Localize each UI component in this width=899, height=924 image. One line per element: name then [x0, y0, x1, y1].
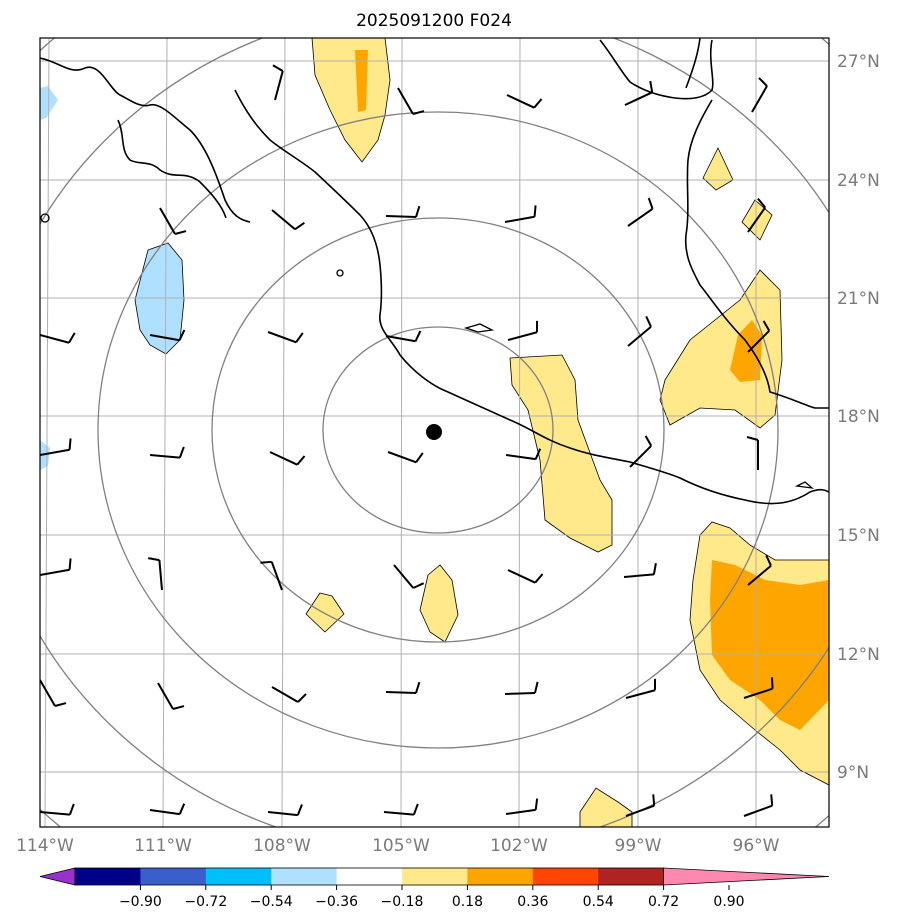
colorbar-segment — [402, 868, 468, 885]
colorbar-tick-label: 0.72 — [648, 894, 679, 910]
longitude-labels: 114°W 111°W 108°W 105°W 102°W 99°W 96°W — [16, 836, 780, 856]
colorbar-tick-label: 0.90 — [713, 894, 744, 910]
map-title: 2025091200 F024 — [356, 11, 512, 31]
center-marker — [426, 424, 442, 440]
lat-label: 12°N — [837, 645, 880, 665]
colorbar-tick-label: −0.54 — [250, 894, 293, 910]
lon-label: 108°W — [253, 836, 311, 856]
lat-label: 15°N — [837, 526, 880, 546]
gridlines — [40, 38, 829, 827]
colorbar-tick-label: 0.36 — [517, 894, 548, 910]
lon-label: 102°W — [490, 836, 548, 856]
colorbar-extend-high — [663, 867, 830, 886]
colorbar-segment — [271, 868, 338, 885]
lat-label: 21°N — [837, 289, 880, 309]
lon-label: 114°W — [16, 836, 74, 856]
colorbar-tick-label: −0.72 — [184, 894, 227, 910]
colorbar-segment — [75, 868, 141, 885]
positive-region-coast — [509, 354, 613, 553]
latitude-labels: 27°N 24°N 21°N 18°N 15°N 12°N 9°N — [837, 52, 880, 783]
colorbar-frame — [74, 867, 664, 886]
colorbar-segment — [336, 868, 403, 885]
colorbar-segment — [467, 868, 534, 885]
colorbar-tick-label: −0.36 — [315, 894, 358, 910]
colorbar-segment — [140, 868, 207, 885]
colorbar: −0.90 −0.72 −0.54 −0.36 −0.18 0.18 0.36 0.54 0.7… — [39, 867, 830, 910]
positive-region-north — [311, 38, 391, 163]
lon-label: 99°W — [615, 836, 662, 856]
colorbar-extend-low — [39, 867, 76, 886]
positive-region-gulf — [659, 269, 783, 429]
colorbar-tick-label: 0.18 — [452, 894, 483, 910]
lon-label: 111°W — [134, 836, 192, 856]
lat-label: 24°N — [837, 171, 880, 191]
lat-label: 27°N — [837, 52, 880, 72]
lon-label: 96°W — [733, 836, 780, 856]
colorbar-segment — [205, 868, 272, 885]
colorbar-tick-label: −0.90 — [119, 894, 162, 910]
colorbar-tick-label: −0.18 — [381, 894, 424, 910]
colorbar-tick-label: 0.54 — [583, 894, 614, 910]
lat-label: 18°N — [837, 407, 880, 427]
colorbar-segment — [532, 868, 599, 885]
coastline — [40, 38, 829, 505]
lon-label: 105°W — [372, 836, 430, 856]
lat-label: 9°N — [837, 763, 869, 783]
map-frame — [39, 37, 830, 828]
colorbar-segment — [598, 868, 665, 885]
